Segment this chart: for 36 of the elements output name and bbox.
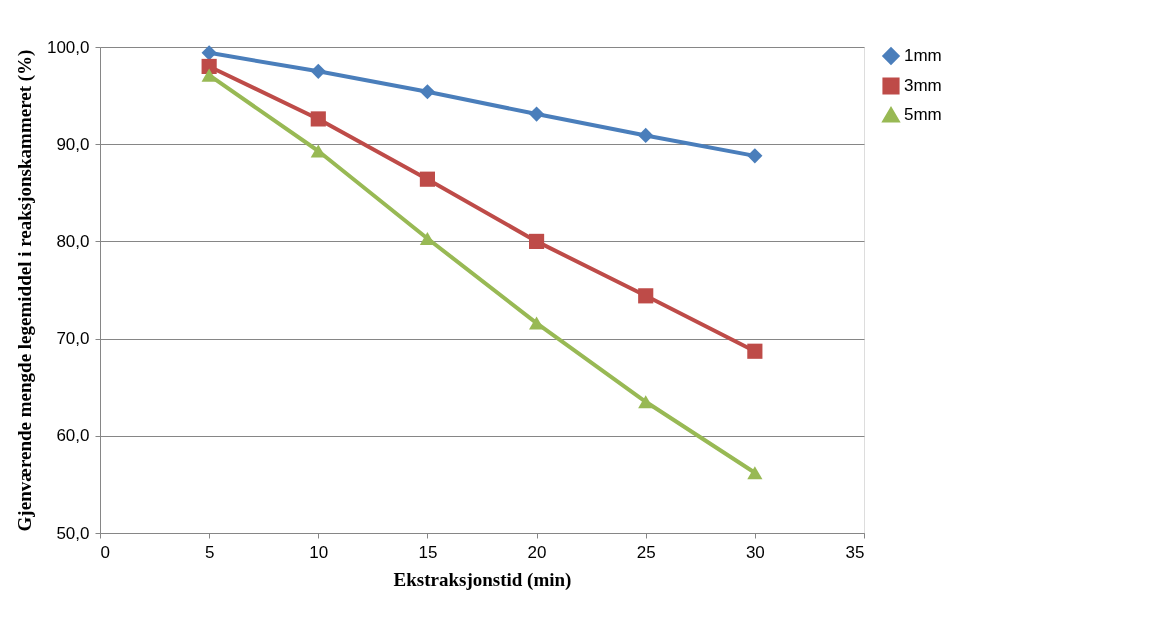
point	[638, 288, 654, 304]
point	[310, 63, 326, 79]
point	[528, 106, 545, 122]
point	[201, 58, 217, 75]
point	[419, 84, 436, 100]
x-tick-label: 35	[845, 542, 865, 562]
point	[747, 148, 763, 164]
point	[638, 127, 654, 144]
point	[638, 395, 654, 409]
y-axis-title: Gjenværende mengde legemiddel i reaksjonskammeret (%)	[13, 49, 36, 532]
point	[201, 45, 217, 61]
x-tick-label: 5	[204, 542, 215, 562]
point	[310, 111, 326, 127]
legend-label: 3mm	[904, 76, 942, 95]
point	[201, 68, 217, 82]
x-tick-label: 20	[527, 542, 547, 562]
point	[419, 171, 436, 187]
y-tick-label: 100,0	[46, 37, 90, 57]
y-tick-label: 90,0	[56, 134, 90, 154]
x-axis-title: Ekstraksjonstid (min)	[393, 568, 572, 591]
x-tick-label: 15	[418, 542, 438, 562]
legend-label: 1mm	[904, 46, 942, 65]
point	[528, 316, 545, 330]
point	[747, 343, 763, 359]
y-tick-label: 60,0	[56, 426, 90, 446]
x-tick-label: 0	[100, 542, 110, 562]
x-tick-label: 25	[636, 542, 656, 562]
point	[528, 233, 545, 249]
x-tick-label: 10	[309, 542, 329, 562]
y-tick-label: 70,0	[56, 329, 90, 349]
x-tick-label: 30	[745, 542, 765, 562]
y-tick-label: 80,0	[56, 231, 90, 251]
point	[310, 144, 326, 158]
y-tick-label: 50,0	[56, 523, 90, 543]
point	[747, 466, 763, 480]
legend-label: 5mm	[904, 105, 942, 124]
